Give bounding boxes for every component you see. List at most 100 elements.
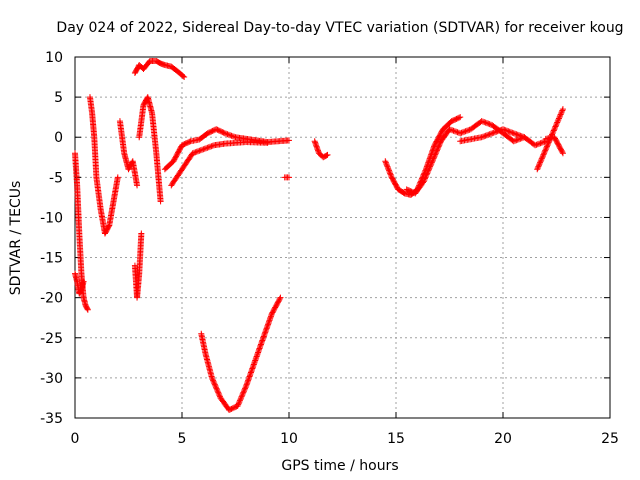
x-tick-label: 25 xyxy=(601,431,619,447)
data-point xyxy=(559,106,566,113)
data-point xyxy=(481,133,488,140)
data-point xyxy=(544,142,551,149)
data-point xyxy=(537,158,544,165)
x-tick-label: 15 xyxy=(387,431,405,447)
data-point xyxy=(236,398,243,405)
data-point xyxy=(466,126,473,133)
data-point xyxy=(191,149,198,156)
data-point xyxy=(535,162,542,169)
data-point xyxy=(502,127,509,134)
data-point xyxy=(384,163,391,170)
data-point xyxy=(387,171,394,178)
y-tick-label: -20 xyxy=(40,291,63,307)
data-point xyxy=(324,151,331,158)
data-point xyxy=(196,147,203,154)
data-point xyxy=(437,139,444,146)
data-point xyxy=(543,144,550,151)
data-point xyxy=(192,149,199,156)
data-point xyxy=(510,130,517,137)
data-point xyxy=(501,126,508,133)
data-point xyxy=(425,166,432,173)
y-tick-labels: 10 5 0 -5 -10 -15 -20 -25 -30 -35 xyxy=(40,50,63,427)
y-tick-label: -5 xyxy=(49,170,63,186)
data-point xyxy=(551,126,558,133)
data-point xyxy=(487,121,494,128)
data-point xyxy=(425,167,432,174)
data-point xyxy=(510,138,517,145)
x-tick-label: 20 xyxy=(494,431,512,447)
data-point xyxy=(420,178,427,185)
data-point xyxy=(214,386,221,393)
data-point xyxy=(559,149,566,156)
data-point xyxy=(388,172,395,179)
data-point xyxy=(212,382,219,389)
data-point xyxy=(557,112,564,119)
data-point xyxy=(432,150,439,157)
data-point xyxy=(429,158,436,165)
data-point xyxy=(211,381,218,388)
data-point xyxy=(423,171,430,178)
data-point xyxy=(236,397,243,404)
data-point xyxy=(446,126,453,133)
data-point xyxy=(509,129,516,136)
data-point xyxy=(534,166,541,173)
data-point xyxy=(435,143,442,150)
data-point xyxy=(537,159,544,166)
data-point xyxy=(485,131,492,138)
data-point xyxy=(423,172,430,179)
data-point xyxy=(486,131,493,138)
plot-frame xyxy=(74,56,611,419)
x-tick-label: 5 xyxy=(178,431,187,447)
data-point xyxy=(461,128,468,135)
data-point xyxy=(426,164,433,171)
data-point xyxy=(427,162,434,169)
data-point xyxy=(239,392,246,399)
data-point xyxy=(432,151,439,158)
data-point xyxy=(450,127,457,134)
data-point xyxy=(157,198,164,205)
data-point xyxy=(227,132,234,139)
y-tick-label: 10 xyxy=(45,50,63,66)
data-point xyxy=(386,167,393,174)
x-tick-labels: 0 5 10 15 20 25 xyxy=(71,431,619,447)
data-point xyxy=(428,160,435,167)
data-point xyxy=(516,132,523,139)
data-point xyxy=(504,127,511,134)
data-point xyxy=(449,127,456,134)
data-point xyxy=(424,170,431,177)
data-point xyxy=(463,127,470,134)
data-point xyxy=(454,129,461,136)
data-point xyxy=(199,146,206,153)
data-point xyxy=(545,140,552,147)
data-point xyxy=(536,160,543,167)
data-point xyxy=(514,136,521,143)
data-point xyxy=(220,129,227,136)
data-point xyxy=(537,140,544,147)
y-tick-label: -15 xyxy=(40,251,63,267)
data-point xyxy=(541,138,548,145)
data-point xyxy=(203,145,210,152)
data-point xyxy=(207,143,214,150)
data-point xyxy=(538,139,545,146)
data-point xyxy=(212,384,219,391)
data-point xyxy=(210,378,217,385)
data-point xyxy=(493,128,500,135)
data-point xyxy=(240,389,247,396)
data-point xyxy=(487,130,494,137)
data-point xyxy=(385,166,392,173)
data-point xyxy=(84,306,91,313)
data-point xyxy=(210,377,217,384)
data-point xyxy=(513,137,520,144)
data-point xyxy=(201,145,208,152)
data-point xyxy=(482,119,489,126)
data-point xyxy=(479,118,486,125)
data-point xyxy=(216,393,223,400)
data-point xyxy=(208,374,215,381)
y-tick-label: -35 xyxy=(40,411,63,427)
data-point xyxy=(538,155,545,162)
data-point xyxy=(195,148,202,155)
data-point xyxy=(513,131,520,138)
data-point xyxy=(436,140,443,147)
data-point xyxy=(486,121,493,128)
data-point xyxy=(242,384,249,391)
